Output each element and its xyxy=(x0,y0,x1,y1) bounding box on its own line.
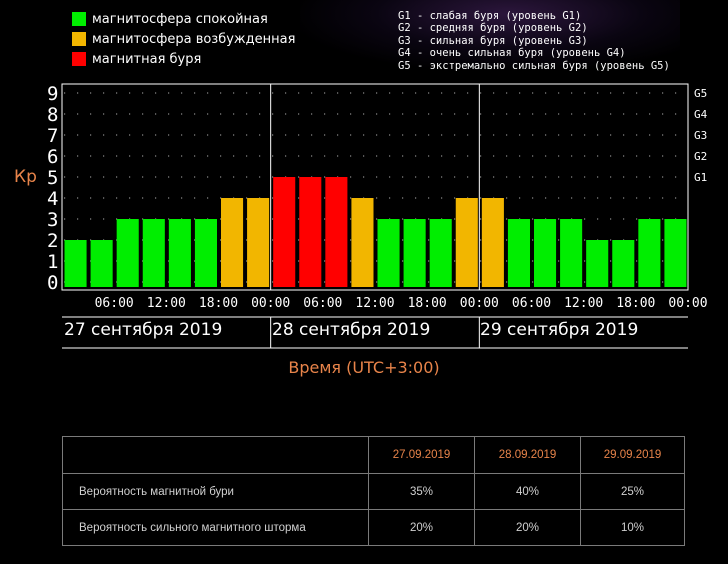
kp-bar xyxy=(560,219,583,287)
x-tick-label: 06:00 xyxy=(95,296,134,311)
y-tick-label: 3 xyxy=(47,209,58,231)
table-cell: 20% xyxy=(474,509,581,546)
g-legend-line: G4 - очень сильная буря (уровень G4) xyxy=(398,47,626,60)
g-level-tick: G3 xyxy=(694,129,707,142)
legend-label-excited: магнитосфера возбужденная xyxy=(92,31,296,47)
legend-label-storm: магнитная буря xyxy=(92,51,202,67)
g-scale-legend: G1 - слабая буря (уровень G1) G2 - средн… xyxy=(398,10,670,72)
table-cell: 40% xyxy=(474,473,581,510)
table-header-date: 27.09.2019 xyxy=(368,436,475,474)
table-header-empty xyxy=(62,436,369,474)
kp-bar xyxy=(586,240,609,287)
legend-swatch-quiet xyxy=(72,12,86,26)
y-tick-label: 1 xyxy=(47,251,58,273)
kp-bar xyxy=(351,198,374,287)
date-label-day1: 27 сентября 2019 xyxy=(64,320,223,340)
x-tick-label: 06:00 xyxy=(303,296,342,311)
kp-bar xyxy=(638,219,661,287)
kp-bar xyxy=(534,219,557,287)
table-cell: 25% xyxy=(580,473,685,510)
background-glow xyxy=(300,0,680,70)
legend-swatch-storm xyxy=(72,52,86,66)
kp-bar xyxy=(429,219,452,287)
table-row: Вероятность сильного магнитного шторма 2… xyxy=(62,509,685,546)
g-legend-line: G5 - экстремально сильная буря (уровень … xyxy=(398,59,670,72)
kp-bar xyxy=(299,177,322,287)
table-header-date: 28.09.2019 xyxy=(474,436,581,474)
g-legend-line: G3 - сильная буря (уровень G3) xyxy=(398,34,588,47)
y-tick-label: 9 xyxy=(47,83,58,105)
legend-label-quiet: магнитосфера спокойная xyxy=(92,11,268,27)
x-tick-label: 00:00 xyxy=(251,296,290,311)
x-tick-label: 00:00 xyxy=(668,296,707,311)
legend-swatch-excited xyxy=(72,32,86,46)
legend-item-quiet: магнитосфера спокойная xyxy=(72,10,268,28)
x-tick-label: 00:00 xyxy=(460,296,499,311)
table-cell: 20% xyxy=(368,509,475,546)
kp-bar xyxy=(455,198,478,287)
y-tick-label: 2 xyxy=(47,230,58,252)
kp-bar xyxy=(325,177,348,287)
kp-bar xyxy=(142,219,165,287)
y-tick-label: 7 xyxy=(47,125,58,147)
kp-bar xyxy=(612,240,635,287)
table-header-date: 29.09.2019 xyxy=(580,436,685,474)
x-tick-label: 06:00 xyxy=(512,296,551,311)
kp-bar xyxy=(221,198,244,287)
x-tick-label: 18:00 xyxy=(408,296,447,311)
legend-item-storm: магнитная буря xyxy=(72,50,201,68)
kp-bar xyxy=(273,177,296,287)
g-legend-line: G1 - слабая буря (уровень G1) xyxy=(398,10,582,22)
y-tick-label: 0 xyxy=(47,272,58,294)
kp-bar xyxy=(168,219,191,287)
y-tick-label: 6 xyxy=(47,146,58,168)
kp-bar xyxy=(377,219,400,287)
g-level-tick: G4 xyxy=(694,108,708,121)
x-tick-label: 12:00 xyxy=(147,296,186,311)
y-tick-label: 4 xyxy=(47,188,58,210)
x-tick-label: 18:00 xyxy=(616,296,655,311)
plot-frame xyxy=(61,83,689,291)
g-level-tick: G1 xyxy=(694,171,707,184)
date-label-day3: 29 сентября 2019 xyxy=(480,320,639,340)
kp-bar xyxy=(116,219,139,287)
x-tick-label: 12:00 xyxy=(355,296,394,311)
legend-item-excited: магнитосфера возбужденная xyxy=(72,30,295,48)
kp-bar xyxy=(403,219,426,287)
g-level-tick: G2 xyxy=(694,150,707,163)
kp-bar xyxy=(247,198,270,287)
y-axis-label: Кр xyxy=(14,167,37,187)
kp-bar xyxy=(507,219,530,287)
table-row-label: Вероятность магнитной бури xyxy=(62,473,369,510)
date-label-day2: 28 сентября 2019 xyxy=(272,320,431,340)
g-level-tick: G5 xyxy=(694,87,707,100)
table-cell: 10% xyxy=(580,509,685,546)
g-legend-line: G2 - средняя буря (уровень G2) xyxy=(398,22,588,35)
kp-bar xyxy=(64,240,87,287)
kp-bar xyxy=(481,198,504,287)
table-row-label: Вероятность сильного магнитного шторма xyxy=(62,509,369,546)
kp-bar xyxy=(90,240,113,287)
x-axis-label: Время (UTC+3:00) xyxy=(288,358,440,377)
probability-table: 27.09.2019 28.09.2019 29.09.2019 Вероятн… xyxy=(62,436,685,546)
y-tick-label: 8 xyxy=(47,104,58,126)
y-tick-label: 5 xyxy=(47,167,58,189)
table-row: Вероятность магнитной бури 35% 40% 25% xyxy=(62,473,685,510)
x-tick-label: 18:00 xyxy=(199,296,238,311)
x-tick-label: 12:00 xyxy=(564,296,603,311)
table-cell: 35% xyxy=(368,473,475,510)
kp-bar xyxy=(194,219,217,287)
table-header-row: 27.09.2019 28.09.2019 29.09.2019 xyxy=(62,436,685,474)
kp-bar xyxy=(664,219,687,287)
